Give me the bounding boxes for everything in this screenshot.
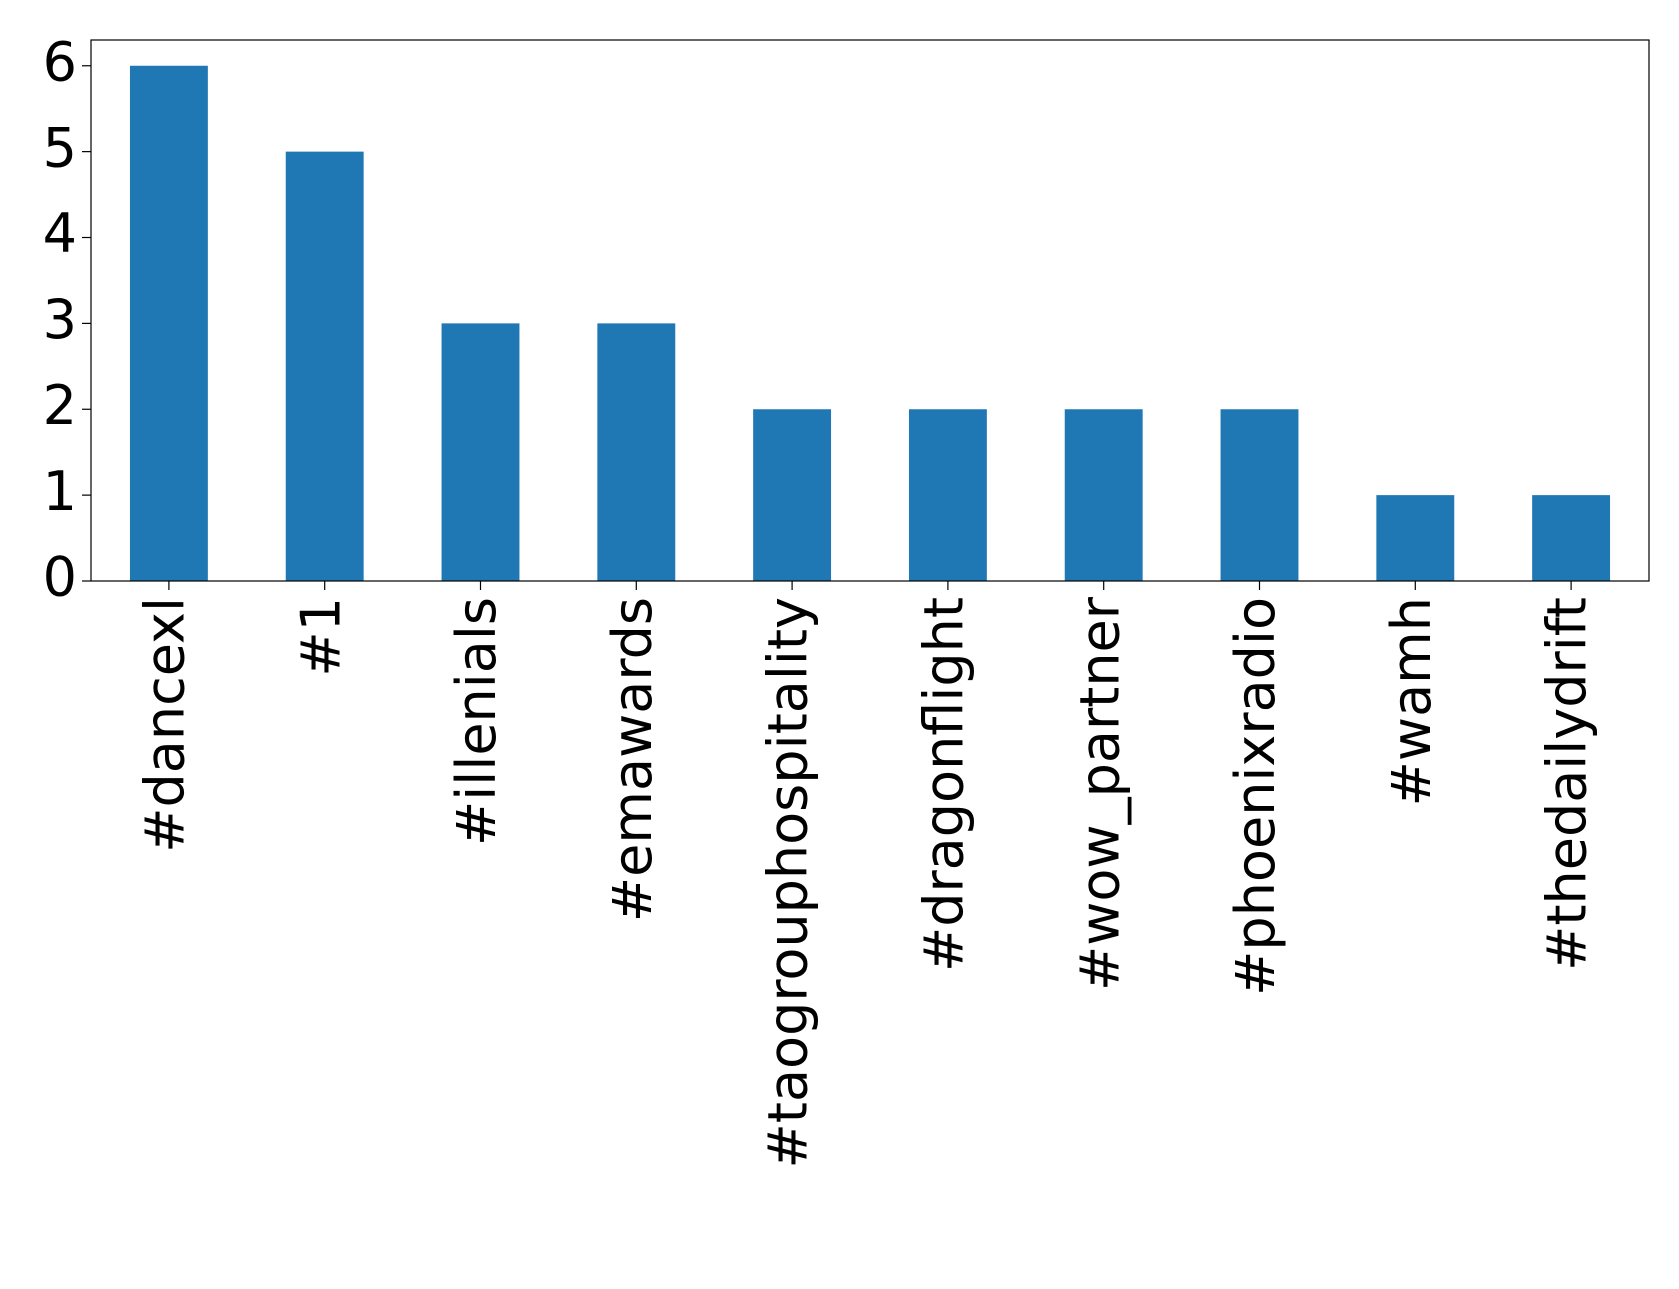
x-tick-label: #wow_partner	[1068, 596, 1131, 991]
x-tick-label: #phoenixradio	[1224, 597, 1287, 996]
y-tick-label: 1	[43, 460, 77, 523]
x-tick-label: #taogrouphospitality	[757, 597, 820, 1168]
y-tick-label: 2	[43, 374, 77, 437]
x-tick-label: #wamh	[1380, 597, 1443, 806]
x-tick-label: #dancexl	[134, 597, 197, 853]
bar	[1532, 495, 1611, 581]
bar	[1064, 409, 1143, 581]
x-tick-label: #thedailydrift	[1536, 597, 1599, 971]
plot-frame	[90, 39, 1650, 582]
bar	[753, 409, 832, 581]
bar	[129, 65, 208, 581]
x-tick-label: #illenials	[445, 597, 508, 846]
y-tick-label: 4	[43, 202, 77, 265]
y-tick-label: 0	[43, 546, 77, 609]
y-tick-label: 3	[43, 288, 77, 351]
bar	[908, 409, 987, 581]
bar	[597, 323, 676, 581]
x-tick-label: #emawards	[601, 597, 664, 922]
y-tick-label: 5	[43, 116, 77, 179]
bar	[1220, 409, 1299, 581]
bar	[441, 323, 520, 581]
y-tick-label: 6	[43, 30, 77, 93]
x-tick-label: #dragonflight	[913, 597, 976, 972]
x-tick-label: #1	[289, 597, 352, 677]
bar	[1376, 495, 1455, 581]
bar	[285, 151, 364, 581]
